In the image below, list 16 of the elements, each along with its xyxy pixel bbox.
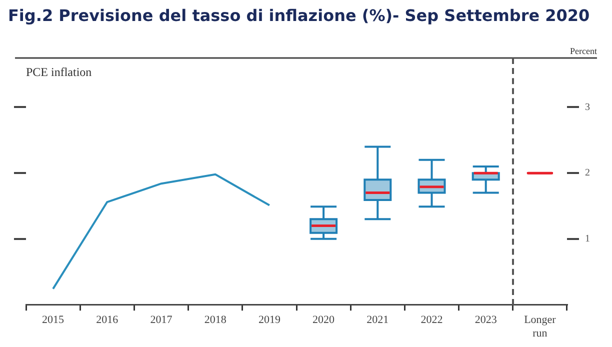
- x-tick-label: 2015: [42, 314, 65, 326]
- x-tick-label: 2023: [474, 314, 498, 326]
- x-tick-label: 2018: [204, 314, 227, 326]
- x-tick-label: 2019: [258, 314, 281, 326]
- chart-title: Fig.2 Previsione del tasso di inflazione (%)- Sep Settembre 2020: [8, 6, 590, 25]
- annotation: PCE inflation: [26, 65, 92, 79]
- x-tick-label: Longer run: [524, 314, 556, 340]
- y-tick-label: 1: [585, 233, 590, 244]
- x-tick-label: 2016: [96, 314, 119, 326]
- y-axis-title: Percent: [570, 46, 598, 56]
- x-tick-label: 2021: [366, 314, 389, 326]
- x-tick-label: 2022: [420, 314, 443, 326]
- x-tick-label: 2020: [312, 314, 336, 326]
- x-tick-label: 2017: [150, 314, 173, 326]
- y-tick-label: 2: [585, 168, 590, 179]
- y-tick-label: 3: [585, 102, 590, 113]
